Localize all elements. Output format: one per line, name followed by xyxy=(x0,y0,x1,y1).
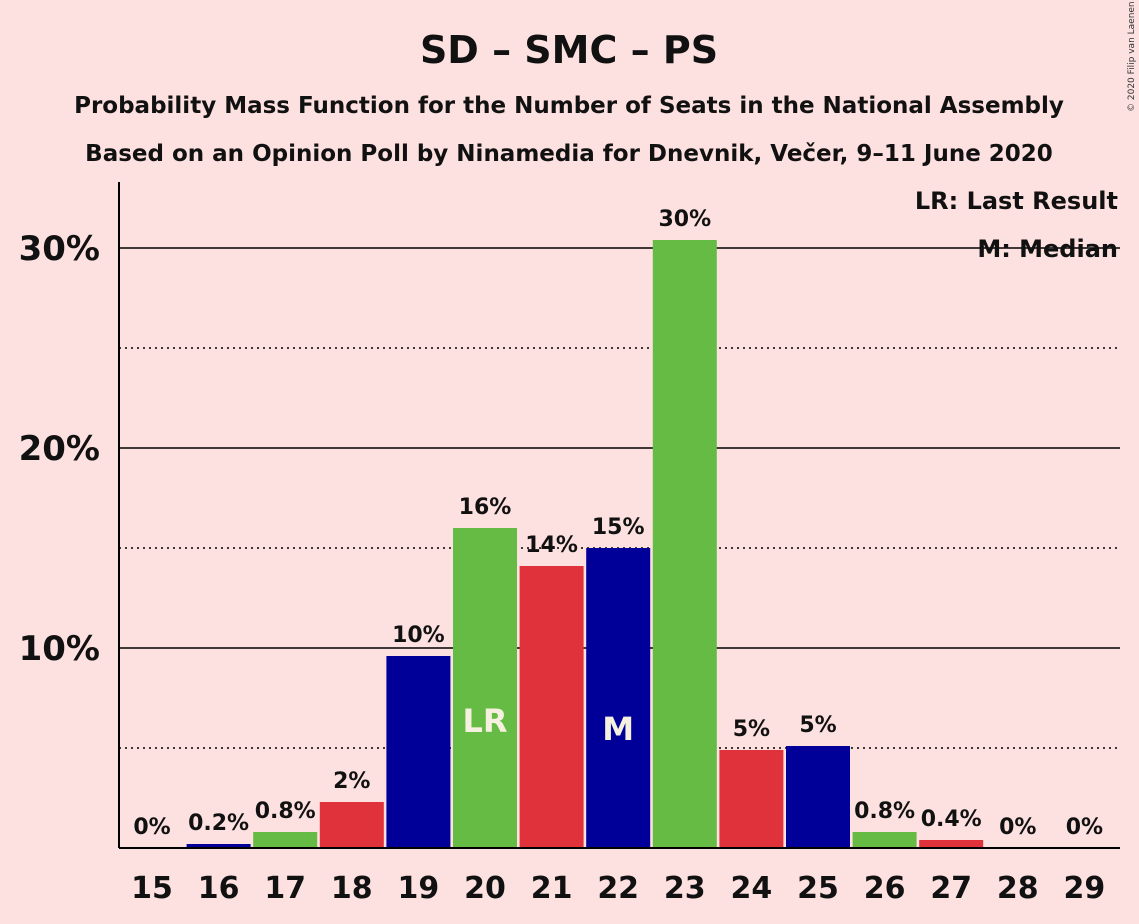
gridlines xyxy=(119,247,1120,749)
x-tick-label: 16 xyxy=(198,871,240,906)
legend-last-result: LR: Last Result xyxy=(915,187,1118,215)
data-label: 0.2% xyxy=(188,811,249,836)
x-tick-label: 25 xyxy=(797,871,839,906)
y-tick-label: 10% xyxy=(19,629,100,669)
bar-seats-18 xyxy=(319,802,384,848)
bar-seats-23 xyxy=(652,240,717,848)
legend-median: M: Median xyxy=(977,235,1118,263)
x-tick-label: 15 xyxy=(131,871,173,906)
copyright-note: © 2020 Filip van Laenen xyxy=(1127,1,1137,112)
x-tick-label: 17 xyxy=(264,871,306,906)
x-tick-label: 24 xyxy=(731,871,773,906)
x-tick-label: 27 xyxy=(930,871,972,906)
chart-subtitle: Probability Mass Function for the Number… xyxy=(74,93,1064,119)
data-label: 0.4% xyxy=(921,807,982,832)
data-label: 0.8% xyxy=(854,799,915,824)
data-label: 14% xyxy=(525,533,578,558)
x-tick-label: 29 xyxy=(1064,871,1106,906)
x-tick-label: 21 xyxy=(531,871,573,906)
bar-seats-19 xyxy=(386,656,451,848)
bar-seats-26 xyxy=(852,832,917,848)
data-label: 0.8% xyxy=(255,799,316,824)
data-label: 0% xyxy=(1066,815,1103,840)
x-tick-label: 28 xyxy=(997,871,1039,906)
bar-seats-22 xyxy=(586,548,651,848)
data-label: 16% xyxy=(459,495,512,520)
bar-seats-25 xyxy=(786,746,850,848)
x-tick-label: 19 xyxy=(398,871,440,906)
last-result-marker: LR xyxy=(462,702,507,740)
bar-seats-16 xyxy=(186,844,251,848)
chart-title: SD – SMC – PS xyxy=(420,28,718,72)
data-label: 2% xyxy=(333,769,370,794)
data-label: 30% xyxy=(658,207,711,232)
data-label: 15% xyxy=(592,515,645,540)
y-tick-label: 20% xyxy=(19,429,100,469)
data-label: 0% xyxy=(999,815,1036,840)
bar-seats-27 xyxy=(919,840,984,848)
bar-seats-20 xyxy=(453,528,517,848)
bars-group xyxy=(186,240,984,848)
x-tick-label: 20 xyxy=(464,871,506,906)
median-marker: M xyxy=(602,710,634,748)
labels-group: 10% 20% 30% 0% 15 0.2% 16 0.8% 17 2% 18 10% 19 16% 20 L… xyxy=(19,207,1106,906)
data-label: 0% xyxy=(133,815,170,840)
data-label: 10% xyxy=(392,623,445,648)
data-label: 5% xyxy=(799,713,836,738)
data-label: 5% xyxy=(733,717,770,742)
x-tick-label: 22 xyxy=(597,871,639,906)
x-tick-label: 26 xyxy=(864,871,906,906)
bar-seats-17 xyxy=(253,832,318,848)
chart-subtitle-source: Based on an Opinion Poll by Ninamedia fo… xyxy=(85,141,1053,167)
bar-seats-24 xyxy=(719,750,784,848)
bar-seats-21 xyxy=(519,566,584,848)
y-tick-label: 30% xyxy=(19,229,100,269)
x-tick-label: 18 xyxy=(331,871,373,906)
x-tick-label: 23 xyxy=(664,871,706,906)
